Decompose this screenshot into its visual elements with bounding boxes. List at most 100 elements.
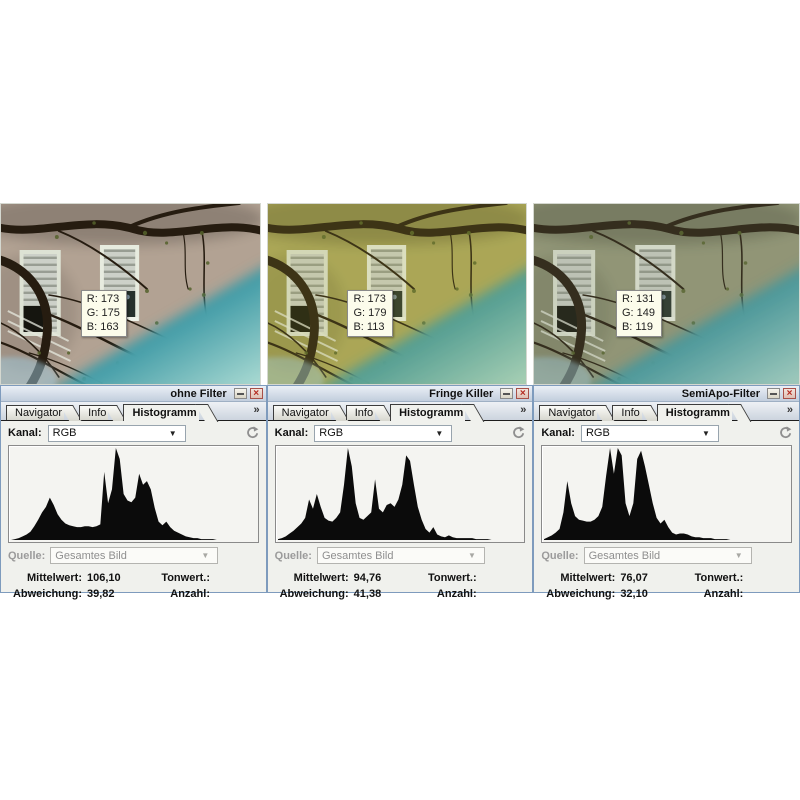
rgb-tooltip: R: 173 G: 179 B: 113 [347, 290, 394, 338]
tab-navigator[interactable]: Navigator [272, 405, 331, 420]
close-button[interactable]: × [516, 388, 530, 399]
minimize-icon [769, 392, 777, 395]
tooltip-b: B: 163 [86, 321, 119, 334]
chevron-down-icon: ▼ [168, 428, 177, 438]
tab-overflow-chevrons[interactable]: » [520, 403, 526, 416]
chevron-down-icon: ▼ [734, 551, 743, 560]
stddev-value: 32,10 [620, 588, 648, 600]
stddev-label: Abweichung: [12, 588, 82, 600]
source-label: Quelle: [541, 549, 579, 562]
tab-overflow-chevrons[interactable]: » [253, 403, 260, 416]
histogram-chart [274, 445, 526, 543]
tab-info[interactable]: Info [345, 405, 376, 420]
channel-select[interactable]: RGB ▼ [580, 424, 719, 442]
source-label: Quelle: [8, 549, 46, 562]
statistics: Mittelwert: 94,76 Tonwert.: Abweichung: … [268, 568, 533, 602]
tooltip-g: G: 149 [621, 307, 655, 320]
photo-semiapo-filter: R: 131 G: 149 B: 119 [533, 203, 800, 385]
tab-overflow-chevrons[interactable]: » [786, 403, 793, 416]
rgb-tooltip: R: 173 G: 175 B: 163 [80, 290, 127, 338]
tab-navigator[interactable]: Navigator [6, 405, 65, 420]
minimize-button[interactable] [233, 388, 247, 399]
photo-image [0, 203, 261, 385]
source-select: Gesamtes Bild ▼ [583, 547, 752, 564]
mean-value: 94,76 [353, 572, 382, 584]
minimize-button[interactable] [766, 388, 780, 399]
count-label: Anzahl: [170, 588, 210, 600]
tab-histogramm[interactable]: Histogramm [390, 404, 466, 421]
palette-titlebar: ohne Filter × [1, 386, 266, 402]
palette-semiapo-filter: SemiApo-Filter × Navigator Info Histogra… [533, 385, 800, 600]
stddev-value: 41,38 [353, 588, 382, 600]
stddev-label: Abweichung: [279, 588, 349, 600]
stddev-value: 39,82 [87, 588, 115, 600]
rgb-tooltip: R: 131 G: 149 B: 119 [615, 290, 662, 338]
channel-label: Kanal: [8, 427, 42, 439]
level-label: Tonwert.: [427, 572, 477, 584]
channel-row: Kanal: RGB ▼ [534, 421, 799, 445]
source-row: Quelle: Gesamtes Bild ▼ [534, 543, 799, 568]
level-label: Tonwert.: [694, 572, 744, 584]
photo-image [267, 203, 528, 385]
photo-fringe-killer: R: 173 G: 179 B: 113 [266, 203, 528, 385]
histogram-chart [541, 445, 792, 543]
tab-histogramm[interactable]: Histogramm [656, 404, 732, 421]
refresh-icon[interactable] [778, 426, 792, 440]
close-icon: × [519, 388, 526, 399]
source-label: Quelle: [274, 549, 312, 562]
refresh-icon[interactable] [245, 426, 259, 440]
refresh-icon[interactable] [511, 426, 525, 440]
tooltip-r: R: 131 [621, 293, 655, 306]
palette-tabs: Navigator Info Histogramm » [534, 402, 799, 421]
tooltip-g: G: 179 [353, 307, 387, 320]
mean-label: Mittelwert: [27, 572, 82, 584]
palette-ohne-filter: ohne Filter × Navigator Info Histogramm … [0, 385, 267, 600]
source-value: Gesamtes Bild [55, 549, 127, 562]
minimize-button[interactable] [500, 388, 514, 399]
tab-info[interactable]: Info [79, 405, 109, 420]
palette-title: Fringe Killer [429, 387, 494, 400]
tooltip-r: R: 173 [353, 293, 386, 306]
close-button[interactable]: × [249, 388, 263, 399]
palette-tabs: Navigator Info Histogramm » [267, 402, 533, 421]
minimize-icon [503, 392, 511, 395]
level-label: Tonwert.: [161, 572, 210, 584]
mean-value: 76,07 [620, 572, 648, 584]
tooltip-b: B: 119 [621, 321, 653, 334]
source-row: Quelle: Gesamtes Bild ▼ [1, 543, 266, 568]
statistics: Mittelwert: 106,10 Tonwert.: Abweichung:… [1, 568, 266, 602]
channel-label: Kanal: [274, 427, 309, 439]
tooltip-b: B: 113 [353, 321, 385, 334]
tab-navigator[interactable]: Navigator [539, 405, 598, 420]
comparison-stage: R: 173 G: 175 B: 163 R: 173 G: 179 B: 11… [0, 203, 800, 600]
channel-value: RGB [52, 427, 77, 439]
histogram-chart [8, 445, 259, 543]
close-button[interactable]: × [782, 388, 796, 399]
source-row: Quelle: Gesamtes Bild ▼ [268, 543, 533, 568]
channel-row: Kanal: RGB ▼ [268, 421, 533, 445]
count-label: Anzahl: [436, 588, 477, 600]
tab-info[interactable]: Info [612, 405, 642, 420]
channel-row: Kanal: RGB ▼ [1, 421, 266, 445]
photo-image [533, 203, 800, 385]
close-icon: × [786, 388, 793, 399]
channel-select[interactable]: RGB ▼ [314, 424, 453, 442]
chevron-down-icon: ▼ [435, 428, 444, 438]
mean-label: Mittelwert: [560, 572, 616, 584]
tab-histogramm[interactable]: Histogramm [123, 404, 199, 421]
palette-fringe-killer: Fringe Killer × Navigator Info Histogram… [266, 385, 534, 600]
mean-label: Mittelwert: [293, 572, 349, 584]
channel-label: Kanal: [541, 427, 575, 439]
palette-tabs: Navigator Info Histogramm » [1, 402, 266, 421]
palette-titlebar: Fringe Killer × [267, 386, 533, 402]
palettes-row: ohne Filter × Navigator Info Histogramm … [0, 385, 800, 600]
tooltip-r: R: 173 [86, 293, 120, 306]
count-label: Anzahl: [703, 588, 744, 600]
minimize-icon [236, 392, 244, 395]
channel-select[interactable]: RGB ▼ [47, 424, 186, 442]
palette-title: SemiApo-Filter [681, 387, 760, 400]
channel-value: RGB [585, 427, 610, 439]
channel-value: RGB [319, 427, 344, 439]
chevron-down-icon: ▼ [468, 551, 476, 560]
mean-value: 106,10 [87, 572, 121, 584]
